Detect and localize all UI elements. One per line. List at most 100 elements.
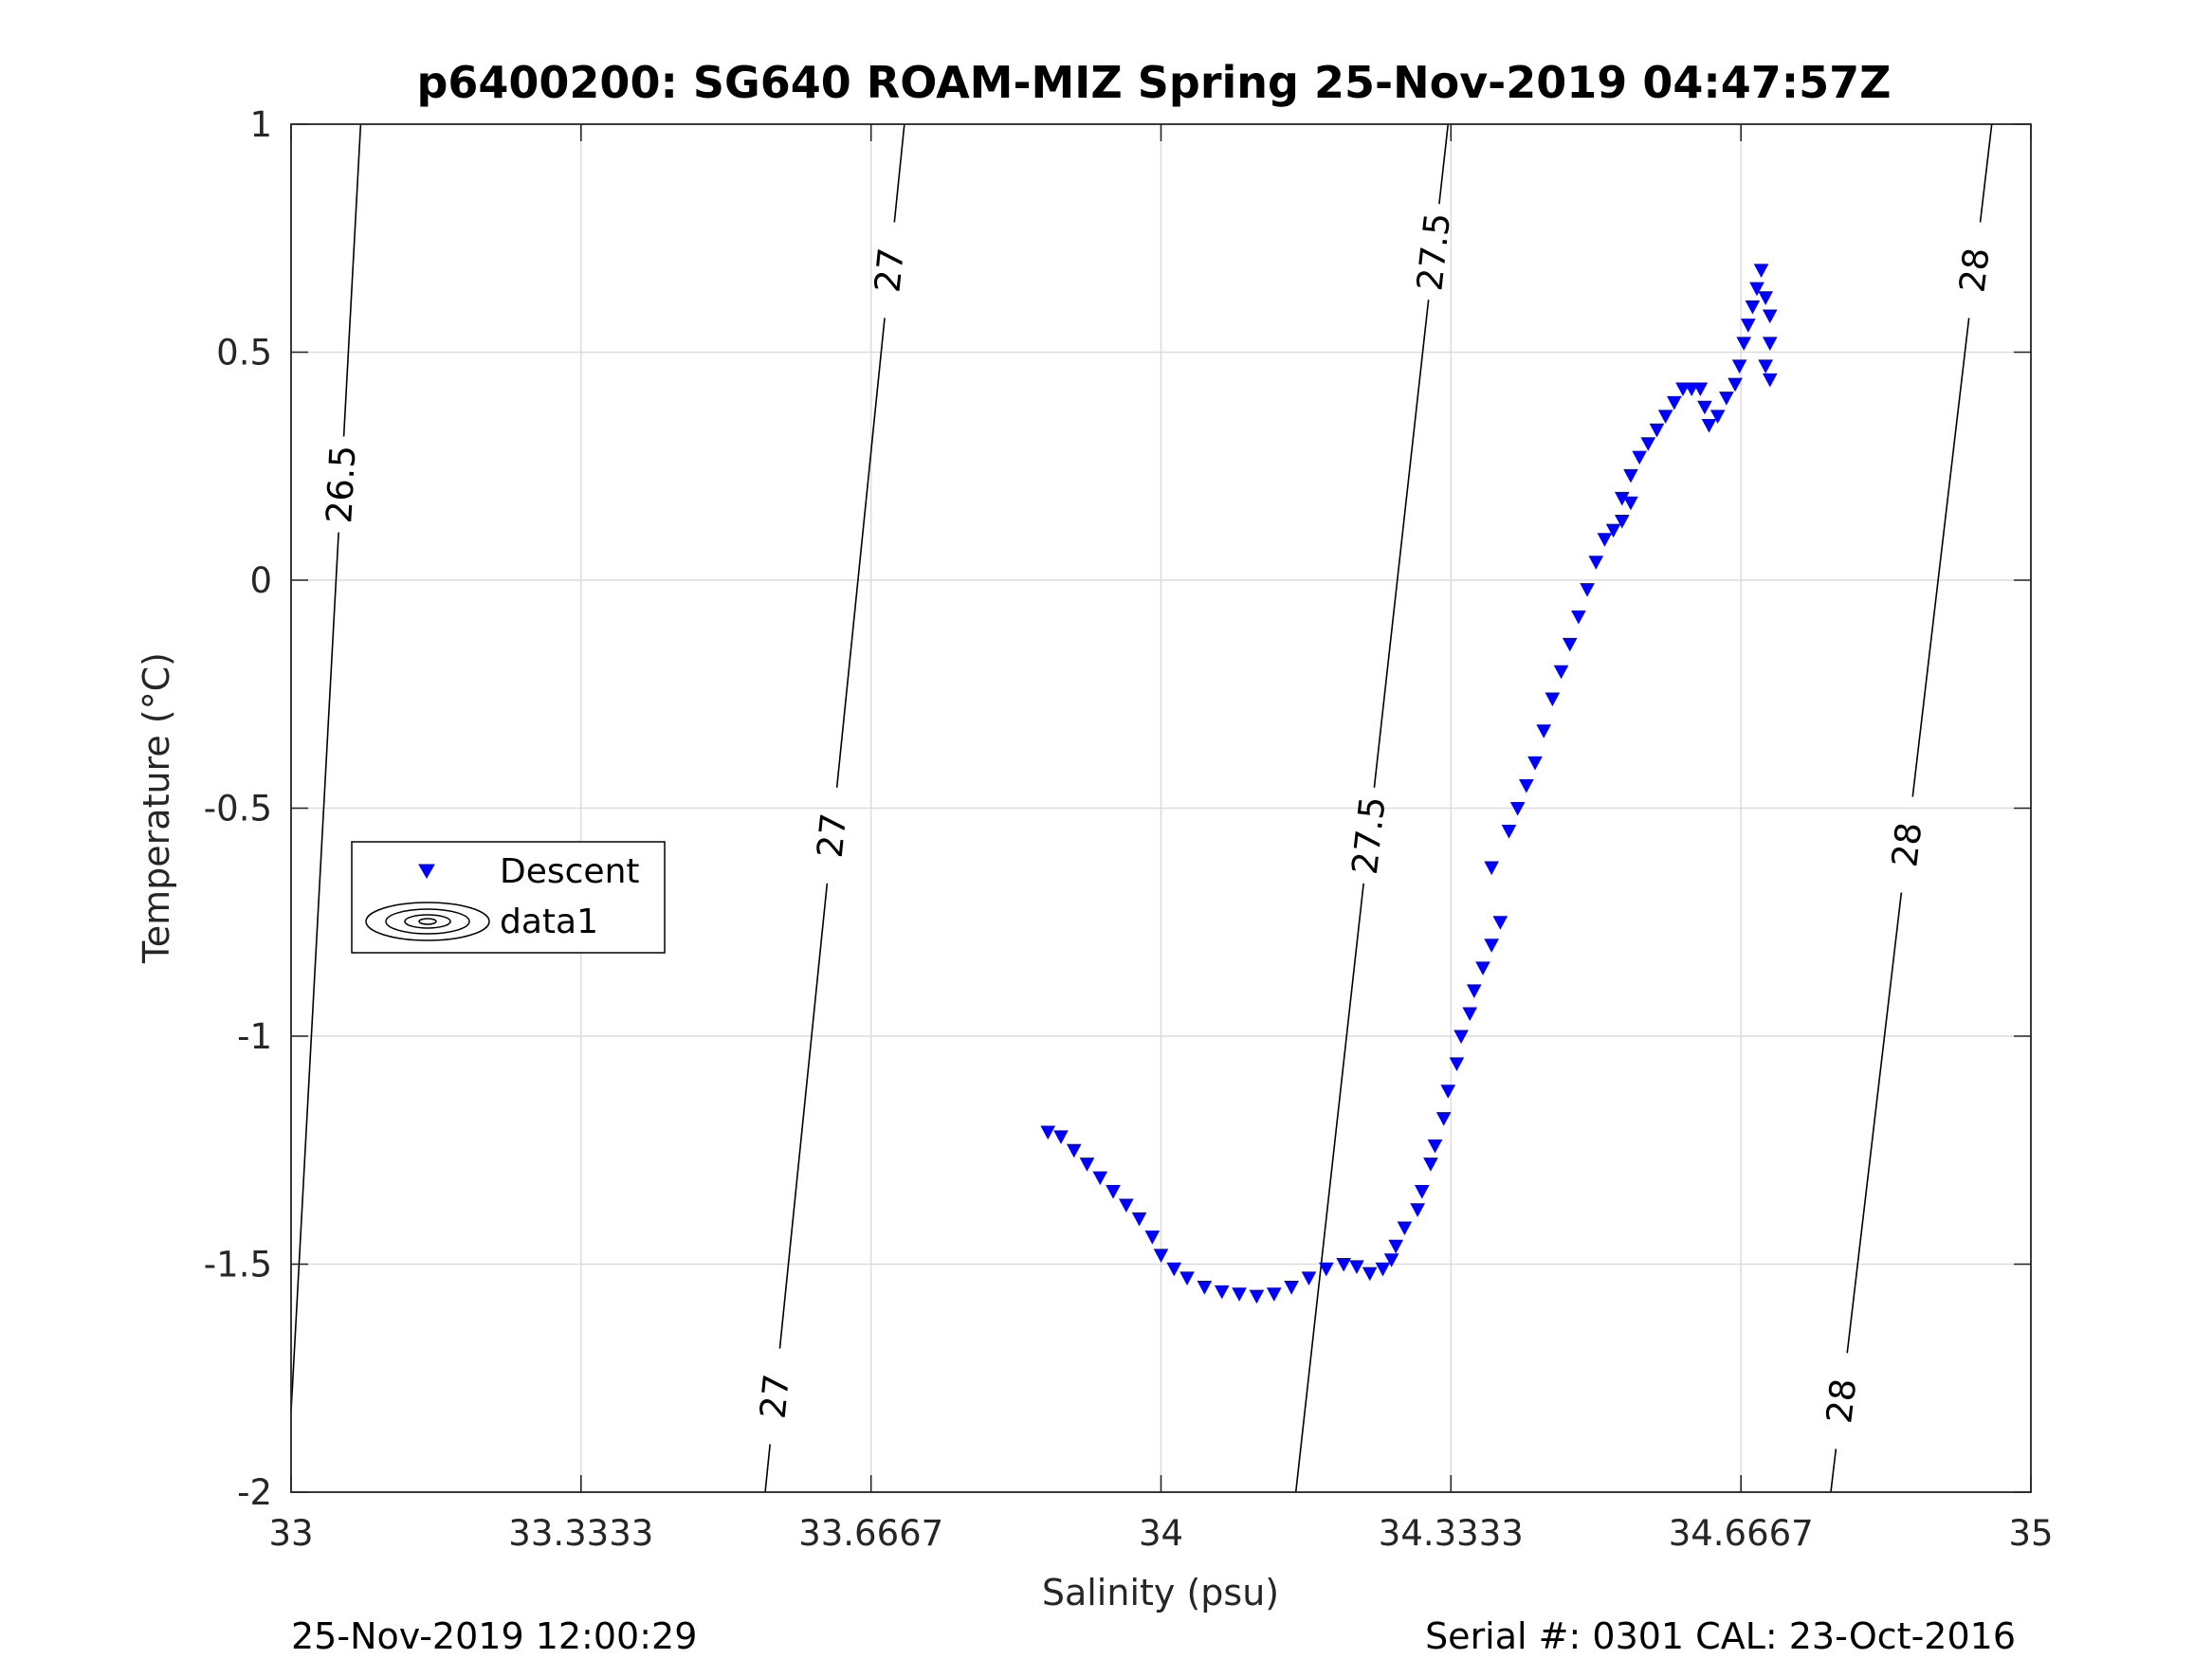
descent-point [1423, 1158, 1438, 1172]
descent-point [1318, 1262, 1334, 1277]
descent-point [1383, 1253, 1399, 1267]
legend-box [351, 841, 666, 954]
descent-point [1632, 450, 1647, 465]
x-tick-labels: 33 33.3333 33.6667 34 34.3333 34.6667 35 [268, 1513, 2053, 1554]
y-tick-label: 1 [249, 104, 272, 145]
descent-point [1758, 291, 1773, 305]
descent-point [1588, 556, 1604, 570]
contour-label: 28 [1819, 1376, 1864, 1426]
density-contour-line [778, 883, 829, 1349]
descent-point [1079, 1158, 1095, 1172]
contour-label: 28 [1884, 820, 1929, 869]
descent-point [1745, 300, 1761, 315]
contour-label: 27.5 [1344, 794, 1394, 877]
descent-point [1232, 1287, 1247, 1302]
descent-point [1697, 400, 1712, 415]
descent-point [1106, 1185, 1121, 1199]
descent-point [1527, 756, 1543, 771]
descent-point [1475, 961, 1490, 975]
x-tick-label: 35 [2008, 1513, 2053, 1554]
descent-point [1666, 395, 1682, 410]
descent-point [1545, 692, 1561, 707]
descent-point [1597, 533, 1613, 547]
descent-point [1179, 1271, 1195, 1285]
descent-series [1040, 264, 1778, 1304]
descent-point [1166, 1262, 1182, 1277]
descent-point [1266, 1287, 1282, 1302]
descent-point [1284, 1281, 1299, 1295]
descent-point [1153, 1249, 1169, 1263]
descent-point [1053, 1130, 1069, 1144]
x-tick-label: 34.3333 [1379, 1513, 1524, 1554]
x-tick-label: 33.3333 [508, 1513, 653, 1554]
descent-point [1657, 410, 1673, 424]
descent-point [1066, 1143, 1082, 1158]
descent-point [1492, 916, 1508, 930]
descent-point [1762, 309, 1778, 324]
legend: Descent data1 [351, 841, 666, 954]
descent-point [1214, 1285, 1230, 1300]
legend-data1-contour-icon [365, 902, 490, 941]
descent-point [1484, 861, 1499, 876]
descent-point [1536, 724, 1552, 738]
descent-point [1623, 468, 1638, 483]
descent-point [1449, 1057, 1465, 1071]
descent-point [1336, 1258, 1352, 1272]
descent-point [1388, 1239, 1404, 1254]
descent-point [1719, 392, 1734, 406]
descent-point [1605, 523, 1621, 538]
y-tick-label: -0.5 [204, 789, 272, 830]
descent-point [1571, 610, 1586, 625]
descent-point [1118, 1198, 1134, 1213]
descent-point [1362, 1267, 1378, 1282]
descent-point [1249, 1289, 1265, 1304]
descent-point [1410, 1203, 1425, 1217]
descent-point [1466, 984, 1482, 998]
descent-point [1728, 377, 1743, 392]
descent-point [1692, 382, 1709, 397]
descent-point [1501, 825, 1517, 839]
descent-point [1709, 410, 1726, 424]
descent-point [1623, 496, 1638, 511]
descent-point [1435, 1112, 1452, 1126]
descent-point [1414, 1185, 1430, 1199]
density-contour-line [1373, 300, 1430, 788]
y-tick-label: 0 [249, 560, 272, 601]
descent-point [1040, 1125, 1056, 1140]
y-tick-label: 0.5 [216, 333, 272, 374]
y-tick-label: -1 [237, 1016, 272, 1057]
contour-label: 27 [867, 246, 912, 294]
contour-label: 27.5 [1409, 210, 1458, 293]
descent-point [1349, 1260, 1364, 1274]
legend-data1-label: data1 [500, 902, 598, 941]
y-axis-label: Temperature (°C) [136, 652, 177, 964]
density-contours: 26.5 27 27 27 27.5 27.5 28 28 28 [290, 123, 1998, 1493]
footer-serial: Serial #: 0301 CAL: 23-Oct-2016 [1425, 1615, 2016, 1657]
density-contour-line [1846, 892, 1903, 1354]
density-contour-line [1979, 123, 1993, 223]
contour-label: 27 [810, 811, 855, 860]
x-tick-label: 33.6667 [798, 1513, 943, 1554]
descent-point [1144, 1231, 1161, 1245]
descent-point [1131, 1212, 1147, 1227]
density-contour-line [893, 123, 905, 223]
contour-label: 26.5 [319, 445, 363, 525]
descent-point [1640, 437, 1656, 451]
descent-point [1427, 1139, 1443, 1154]
density-contour-line [1438, 123, 1450, 205]
descent-point [1614, 514, 1630, 529]
legend-descent-marker [418, 864, 435, 880]
descent-point [1440, 1085, 1456, 1099]
descent-point [1484, 939, 1499, 953]
descent-point [1753, 264, 1769, 278]
chart-title: p6400200: SG640 ROAM-MIZ Spring 25-Nov-2… [416, 57, 1891, 108]
density-contour-line [1830, 1449, 1837, 1493]
y-tick-labels: 1 0.5 0 -0.5 -1 -1.5 -2 [204, 104, 272, 1513]
y-tick-label: -1.5 [204, 1245, 272, 1285]
descent-point [1509, 802, 1526, 816]
x-tick-label: 33 [268, 1513, 313, 1554]
descent-point [1758, 359, 1773, 374]
descent-point [1462, 1007, 1478, 1022]
descent-point [1519, 778, 1534, 793]
